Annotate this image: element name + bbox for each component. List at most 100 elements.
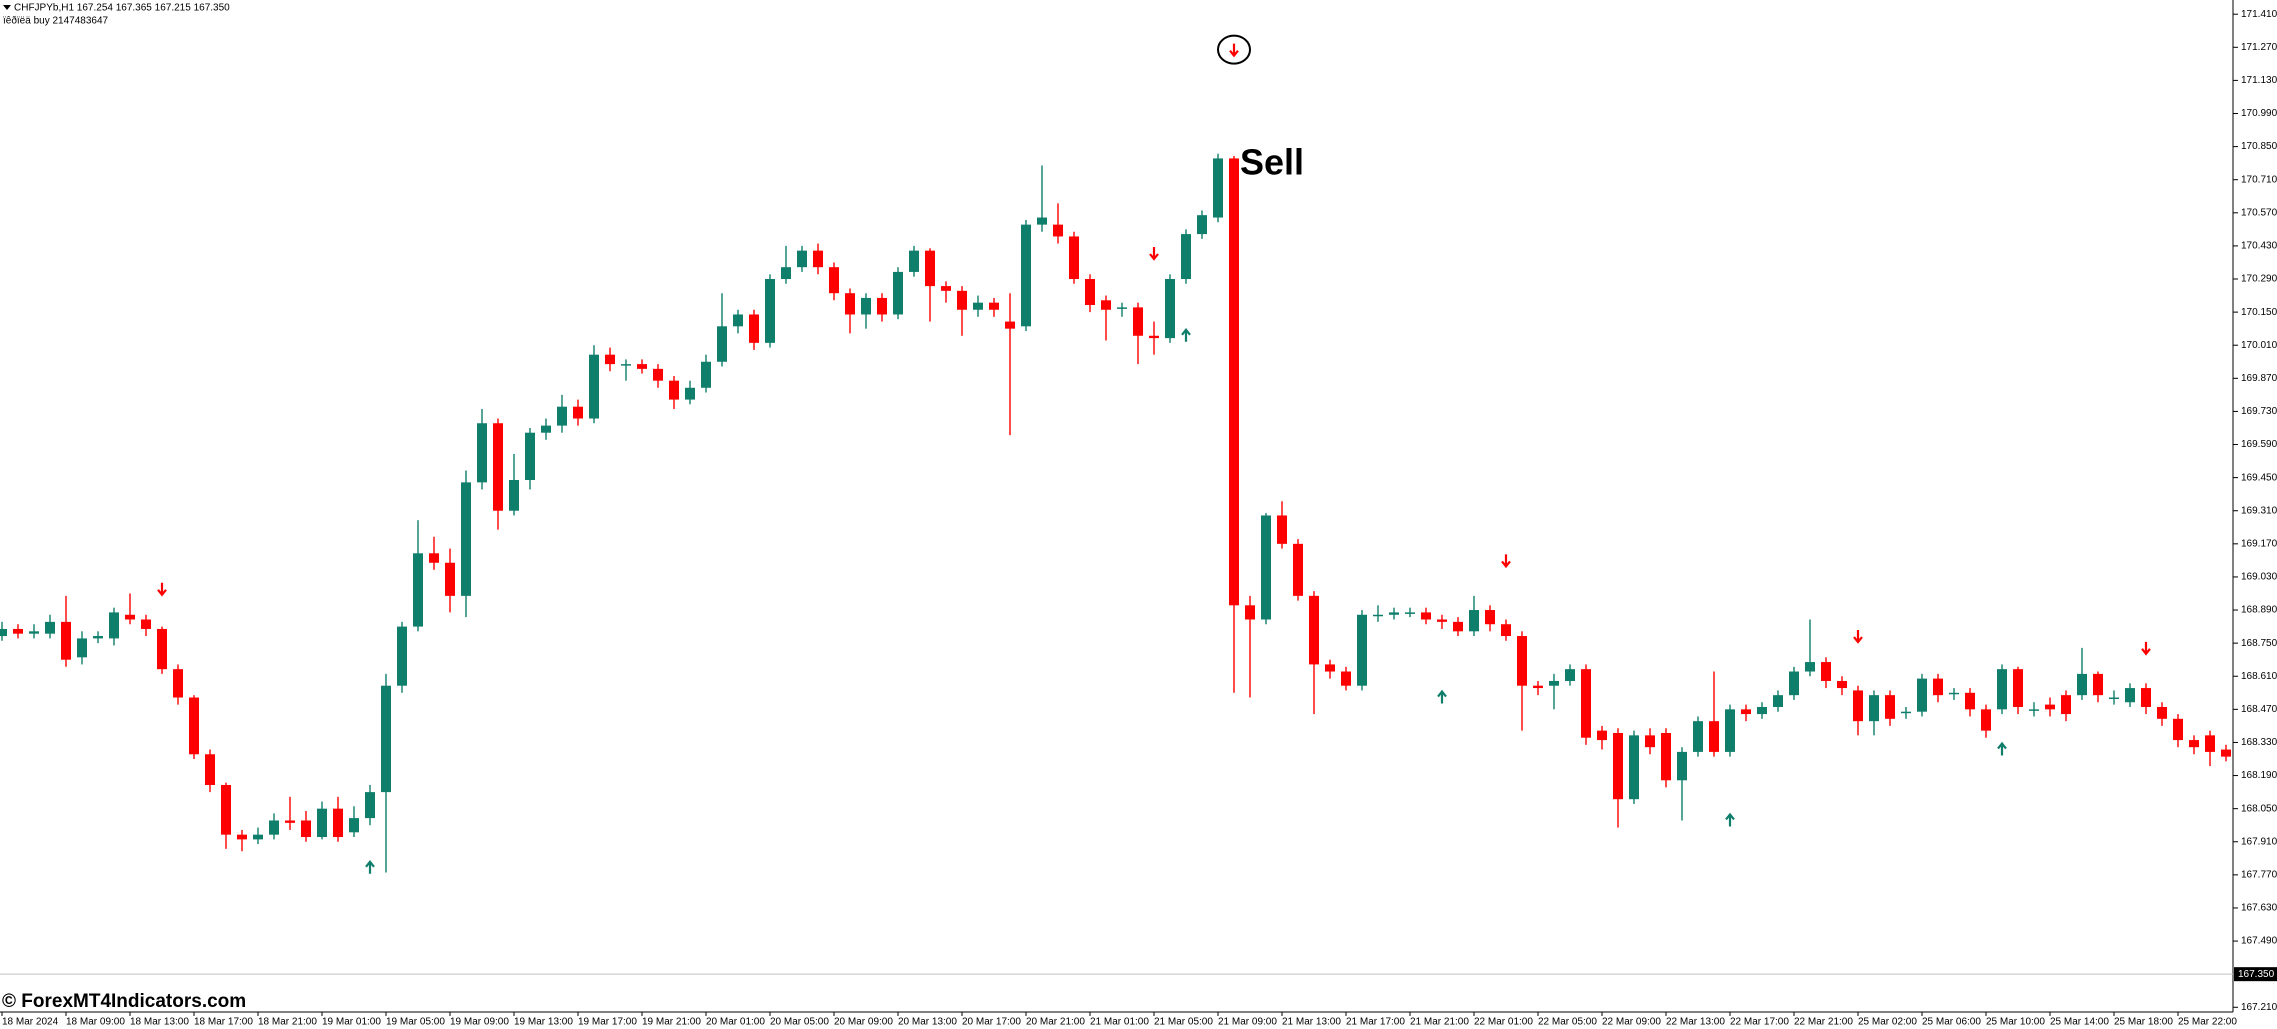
candle-body bbox=[621, 364, 631, 366]
buy-arrow bbox=[1181, 327, 1191, 342]
candle-body bbox=[1933, 678, 1943, 696]
x-tick-label: 19 Mar 13:00 bbox=[514, 1017, 573, 1028]
candle-body bbox=[61, 621, 71, 660]
candle-body bbox=[1837, 680, 1847, 689]
candle-body bbox=[1357, 614, 1367, 686]
candle-body bbox=[653, 368, 663, 381]
candle-body bbox=[413, 553, 423, 627]
x-tick-label: 22 Mar 13:00 bbox=[1666, 1017, 1725, 1028]
x-tick-label: 20 Mar 17:00 bbox=[962, 1017, 1021, 1028]
candle-body bbox=[93, 636, 103, 639]
y-tick-label: 169.310 bbox=[2241, 505, 2277, 516]
candle-body bbox=[893, 271, 903, 315]
y-tick-label: 168.750 bbox=[2241, 638, 2277, 649]
candle-body bbox=[157, 628, 167, 670]
candle-body bbox=[125, 614, 135, 620]
candle-body bbox=[1261, 515, 1271, 620]
candle-body bbox=[13, 628, 23, 634]
candle-body bbox=[109, 612, 119, 639]
y-tick-label: 168.610 bbox=[2241, 671, 2277, 682]
candle-body bbox=[1981, 709, 1991, 731]
candle-body bbox=[1869, 695, 1879, 722]
candle-body bbox=[205, 754, 215, 786]
x-tick-label: 21 Mar 09:00 bbox=[1218, 1017, 1277, 1028]
candle-body bbox=[1821, 662, 1831, 681]
x-tick-label: 22 Mar 21:00 bbox=[1794, 1017, 1853, 1028]
y-tick-label: 169.870 bbox=[2241, 373, 2277, 384]
candle-body bbox=[1213, 158, 1223, 218]
candle-body bbox=[1773, 695, 1783, 707]
candle-body bbox=[973, 302, 983, 310]
x-tick-label: 20 Mar 21:00 bbox=[1026, 1017, 1085, 1028]
candle-body bbox=[2141, 688, 2151, 707]
candle-body bbox=[1693, 721, 1703, 752]
candle-body bbox=[237, 834, 247, 840]
candle-body bbox=[509, 479, 519, 511]
candle-body bbox=[2125, 688, 2135, 703]
candle-body bbox=[1485, 610, 1495, 625]
x-tick-label: 22 Mar 17:00 bbox=[1730, 1017, 1789, 1028]
x-tick-label: 22 Mar 01:00 bbox=[1474, 1017, 1533, 1028]
sell-arrow bbox=[1501, 554, 1511, 569]
y-tick-label: 168.190 bbox=[2241, 770, 2277, 781]
x-tick-label: 25 Mar 02:00 bbox=[1858, 1017, 1917, 1028]
candle-body bbox=[77, 638, 87, 658]
candle-body bbox=[525, 432, 535, 480]
candle-body bbox=[1037, 217, 1047, 225]
candle-body bbox=[1021, 224, 1031, 327]
candle-body bbox=[1533, 685, 1543, 689]
candle-body bbox=[173, 669, 183, 698]
current-price-label: 167.350 bbox=[2238, 969, 2275, 980]
x-tick-label: 22 Mar 09:00 bbox=[1602, 1017, 1661, 1028]
candle-body bbox=[2093, 673, 2103, 696]
candle-body bbox=[269, 820, 279, 835]
candle-body bbox=[1373, 614, 1383, 617]
x-tick-label: 18 Mar 09:00 bbox=[66, 1017, 125, 1028]
candle-body bbox=[1325, 664, 1335, 672]
y-tick-label: 170.430 bbox=[2241, 241, 2277, 252]
candle-body bbox=[1245, 605, 1255, 620]
y-tick-label: 167.210 bbox=[2241, 1002, 2277, 1013]
candle-body bbox=[541, 425, 551, 433]
candle-body bbox=[765, 279, 775, 343]
candle-body bbox=[189, 697, 199, 755]
watermark: © ForexMT4Indicators.com bbox=[2, 991, 246, 1012]
candle-body bbox=[2045, 704, 2055, 710]
candle-body bbox=[1421, 612, 1431, 620]
candle-body bbox=[669, 380, 679, 400]
candle-body bbox=[701, 361, 711, 388]
candle-body bbox=[1501, 624, 1511, 637]
y-tick-label: 169.590 bbox=[2241, 439, 2277, 450]
candle-body bbox=[477, 423, 487, 483]
sell-annotation: Sell bbox=[1240, 142, 1304, 183]
y-tick-label: 167.770 bbox=[2241, 870, 2277, 881]
y-tick-label: 170.850 bbox=[2241, 141, 2277, 152]
candle-body bbox=[2221, 749, 2231, 757]
x-tick-label: 20 Mar 09:00 bbox=[834, 1017, 893, 1028]
y-tick-label: 170.710 bbox=[2241, 174, 2277, 185]
candle-body bbox=[2205, 735, 2215, 752]
candle-body bbox=[1677, 751, 1687, 781]
y-tick-label: 167.910 bbox=[2241, 836, 2277, 847]
candle-body bbox=[0, 628, 7, 637]
candle-body bbox=[1149, 335, 1159, 339]
sell-arrow bbox=[1853, 630, 1863, 644]
candle-body bbox=[1885, 695, 1895, 719]
x-tick-label: 20 Mar 05:00 bbox=[770, 1017, 829, 1028]
candle-body bbox=[2189, 740, 2199, 748]
candle-body bbox=[461, 482, 471, 596]
y-tick-label: 169.170 bbox=[2241, 538, 2277, 549]
y-tick-label: 170.150 bbox=[2241, 307, 2277, 318]
buy-arrow bbox=[1725, 812, 1735, 827]
candle-body bbox=[1901, 711, 1911, 714]
candle-body bbox=[1549, 680, 1559, 686]
candle-body bbox=[941, 286, 951, 291]
candle-body bbox=[45, 621, 55, 634]
x-tick-label: 19 Mar 21:00 bbox=[642, 1017, 701, 1028]
candle-body bbox=[1741, 709, 1751, 715]
candle-body bbox=[877, 297, 887, 315]
candle-body bbox=[1453, 621, 1463, 632]
candle-body bbox=[493, 423, 503, 511]
y-tick-label: 169.030 bbox=[2241, 572, 2277, 583]
candle-body bbox=[2109, 697, 2119, 700]
